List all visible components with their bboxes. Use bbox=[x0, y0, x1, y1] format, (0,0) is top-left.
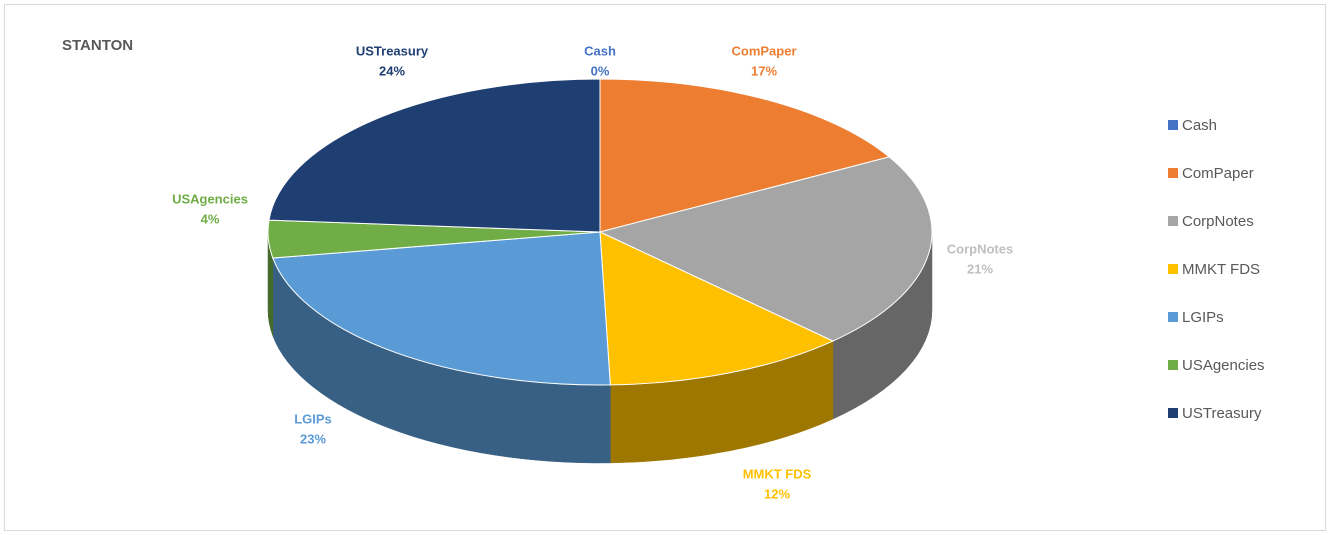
slice bbox=[599, 231, 835, 386]
legend-label: USTreasury bbox=[1182, 405, 1262, 422]
legend-label: LGIPs bbox=[1182, 309, 1224, 326]
legend-swatch bbox=[1168, 168, 1178, 178]
data-label-name: USAgencies bbox=[172, 191, 248, 206]
data-label-value: 0% bbox=[591, 63, 610, 78]
data-label-name: ComPaper bbox=[731, 43, 796, 58]
data-label-name: LGIPs bbox=[294, 411, 332, 426]
data-label-value: 4% bbox=[201, 211, 220, 226]
legend-label: CorpNotes bbox=[1182, 213, 1254, 230]
legend-swatch bbox=[1168, 312, 1178, 322]
legend-label: USAgencies bbox=[1182, 357, 1265, 374]
data-label-name: Cash bbox=[584, 43, 616, 58]
data-label-value: 21% bbox=[967, 261, 993, 276]
legend-label: MMKT FDS bbox=[1182, 261, 1260, 278]
slice bbox=[272, 231, 611, 386]
data-label-value: 17% bbox=[751, 63, 777, 78]
slice bbox=[598, 156, 933, 342]
slice bbox=[268, 78, 601, 233]
data-label-name: CorpNotes bbox=[947, 241, 1013, 256]
legend-swatch bbox=[1168, 120, 1178, 130]
legend-swatch bbox=[1168, 360, 1178, 370]
legend-label: Cash bbox=[1182, 117, 1217, 134]
slice bbox=[599, 78, 891, 233]
legend-label: ComPaper bbox=[1182, 165, 1254, 182]
data-label-name: USTreasury bbox=[356, 43, 429, 58]
data-label-value: 24% bbox=[379, 63, 405, 78]
data-label-name: MMKT FDS bbox=[743, 466, 812, 481]
legend-swatch bbox=[1168, 408, 1178, 418]
data-label-value: 23% bbox=[300, 431, 326, 446]
chart-title: STANTON bbox=[62, 37, 133, 54]
legend-swatch bbox=[1168, 264, 1178, 274]
legend-swatch bbox=[1168, 216, 1178, 226]
data-label-value: 12% bbox=[764, 486, 790, 501]
